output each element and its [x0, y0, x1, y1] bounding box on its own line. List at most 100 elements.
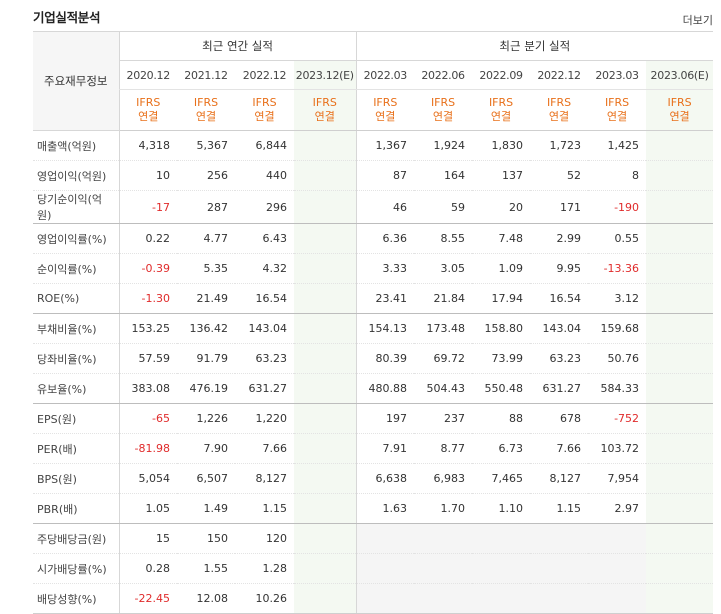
value-cell [646, 283, 714, 314]
period-header: 2022.06 [414, 60, 473, 90]
period-header: 2021.12 [177, 60, 235, 90]
value-cell [294, 463, 357, 494]
row-label: EPS(원) [33, 403, 119, 434]
table-row: 매출액(억원) 4,318 5,367 6,844 1,367 1,924 1,830 1,7… [33, 130, 714, 161]
basis-ifrs: IFRS [136, 96, 161, 109]
value-cell [646, 190, 714, 224]
value-cell [294, 313, 357, 344]
table-row: 부채비율(%) 153.25 136.42 143.04 154.13 173.48 158… [33, 313, 714, 344]
value-cell: 0.55 [588, 223, 647, 254]
financial-table: 주요재무정보 최근 연간 실적 최근 분기 실적 2020.12 2021.12 2… [33, 31, 714, 614]
value-cell [588, 523, 647, 554]
basis-consolidated: 연결 [195, 110, 217, 123]
value-cell [294, 283, 357, 314]
value-cell [294, 433, 357, 464]
value-cell [355, 523, 415, 554]
value-cell: 1.63 [355, 493, 415, 524]
value-cell [294, 523, 357, 554]
value-cell: 143.04 [235, 313, 294, 344]
value-cell: 287 [177, 190, 235, 224]
value-cell [646, 583, 714, 614]
accounting-basis: IFRS 연결 [294, 89, 357, 131]
period-header: 2022.03 [355, 60, 415, 90]
value-cell [646, 553, 714, 584]
more-link[interactable]: 더보기 [682, 14, 713, 27]
value-cell: 1,226 [177, 403, 235, 434]
value-cell: 4.77 [177, 223, 235, 254]
value-cell: 136.42 [177, 313, 235, 344]
value-cell: 1,830 [472, 130, 531, 161]
value-cell: 164 [414, 160, 473, 191]
table-row: 배당성향(%) -22.45 12.08 10.26 [33, 583, 714, 614]
value-cell: 1.09 [472, 253, 531, 284]
row-header-label: 주요재무정보 [33, 31, 119, 131]
value-cell: 16.54 [530, 283, 589, 314]
value-cell: 88 [472, 403, 531, 434]
value-cell: 584.33 [588, 373, 647, 404]
value-cell: 8.55 [414, 223, 473, 254]
table-row: 주당배당금(원) 15 150 120 [33, 523, 714, 554]
row-label: 부채비율(%) [33, 313, 119, 344]
basis-ifrs: IFRS [312, 96, 337, 109]
basis-consolidated: 연결 [138, 110, 159, 123]
value-cell [414, 553, 473, 584]
value-cell: 20 [472, 190, 531, 224]
section-title: 기업실적분석 [33, 10, 101, 25]
basis-consolidated: 연결 [548, 110, 570, 123]
row-label: 주당배당금(원) [33, 523, 119, 554]
value-cell: 5,054 [118, 463, 177, 494]
basis-consolidated: 연결 [375, 110, 396, 123]
basis-consolidated: 연결 [490, 110, 512, 123]
value-cell: 197 [355, 403, 415, 434]
row-label: ROE(%) [33, 283, 119, 314]
value-cell: 6,638 [355, 463, 415, 494]
value-cell: 6.36 [355, 223, 415, 254]
value-cell: 383.08 [118, 373, 177, 404]
value-cell: 7.66 [530, 433, 589, 464]
value-cell [294, 403, 357, 434]
value-cell: 7.91 [355, 433, 415, 464]
period-header: 2023.12(E) [294, 60, 357, 90]
table-row: 영업이익률(%) 0.22 4.77 6.43 6.36 8.55 7.48 2.99 0.55 [33, 223, 714, 254]
value-cell: 159.68 [588, 313, 647, 344]
value-cell: 46 [355, 190, 415, 224]
value-cell [355, 553, 415, 584]
row-label: 영업이익률(%) [33, 223, 119, 254]
value-cell: 440 [235, 160, 294, 191]
value-cell [646, 313, 714, 344]
value-cell: 237 [414, 403, 473, 434]
value-cell: 1.28 [235, 553, 294, 584]
value-cell [646, 523, 714, 554]
value-cell [472, 583, 531, 614]
accounting-basis: IFRS 연결 [414, 89, 473, 131]
basis-ifrs: IFRS [430, 96, 456, 109]
value-cell [530, 553, 589, 584]
value-cell [294, 343, 357, 374]
value-cell: 7,465 [472, 463, 531, 494]
row-label: PBR(배) [33, 493, 119, 524]
basis-consolidated: 연결 [314, 110, 335, 123]
value-cell [646, 130, 714, 161]
value-cell: 3.05 [414, 253, 473, 284]
value-cell: 6,844 [235, 130, 294, 161]
value-cell: 154.13 [355, 313, 415, 344]
value-cell: 23.41 [355, 283, 415, 314]
basis-ifrs: IFRS [546, 96, 572, 109]
value-cell [355, 583, 415, 614]
value-cell: 15 [118, 523, 177, 554]
value-cell: 504.43 [414, 373, 473, 404]
group-annual: 최근 연간 실적 [118, 31, 357, 61]
period-header: 2022.12 [530, 60, 589, 90]
value-cell: 296 [235, 190, 294, 224]
value-cell: 73.99 [472, 343, 531, 374]
value-cell: 480.88 [355, 373, 415, 404]
value-cell: 7.66 [235, 433, 294, 464]
value-cell [646, 463, 714, 494]
value-cell: 678 [530, 403, 589, 434]
value-cell: 1.15 [530, 493, 589, 524]
value-cell: 80.39 [355, 343, 415, 374]
value-cell: -0.39 [118, 253, 177, 284]
value-cell: 550.48 [472, 373, 531, 404]
value-cell: 1,220 [235, 403, 294, 434]
value-cell [294, 130, 357, 161]
